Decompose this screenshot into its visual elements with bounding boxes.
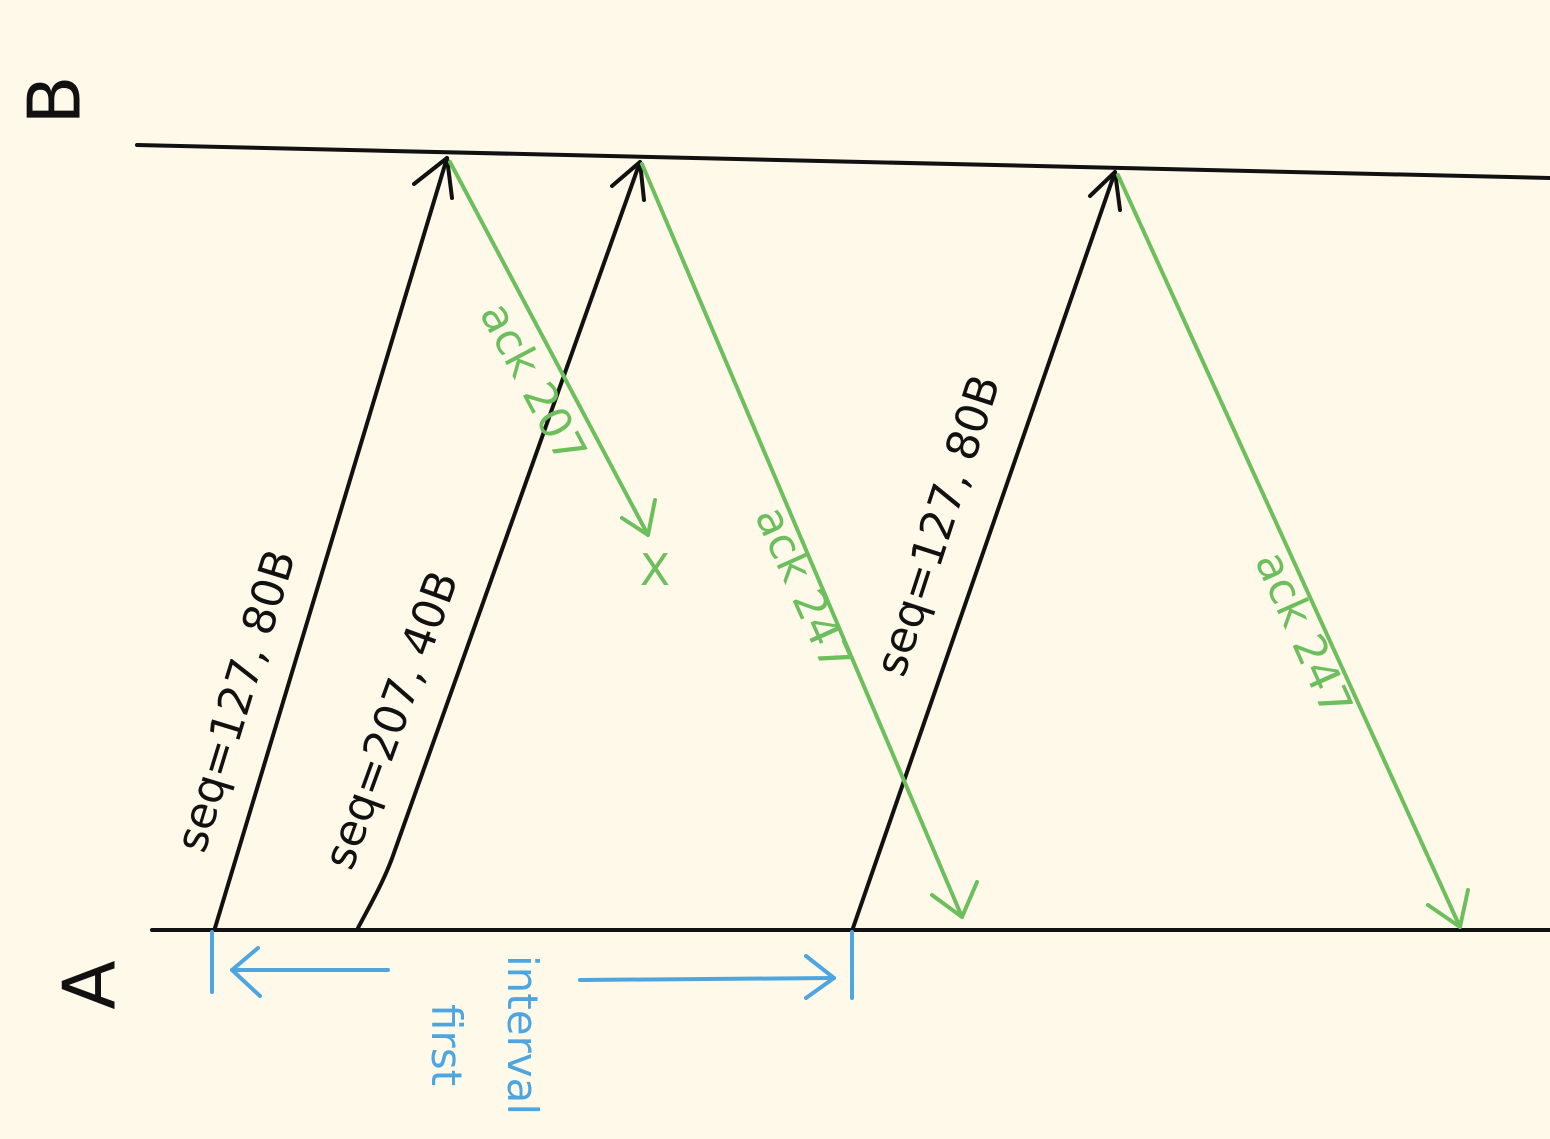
lost-marker: X <box>640 545 670 596</box>
interval-label-line2: interval <box>498 955 547 1115</box>
timeline-b <box>135 143 1550 180</box>
interval-label-line1: first <box>422 1004 471 1086</box>
ack-arrow-2 <box>640 162 979 919</box>
interval-bracket <box>210 930 854 1000</box>
segment-arrow-3 <box>851 170 1122 930</box>
ack-label-3: ack 247 <box>1244 544 1362 724</box>
ack-label-2: ack 247 <box>744 499 862 679</box>
segment-label-2: seq=207, 40B <box>314 564 469 875</box>
segment-arrow-1 <box>213 156 454 930</box>
host-b-label: B <box>13 75 97 124</box>
segment-label-3: seq=127, 80B <box>866 369 1011 682</box>
ack-arrow-3 <box>1116 173 1470 929</box>
segment-arrow-2 <box>356 160 646 930</box>
host-a-label: A <box>48 960 132 1009</box>
ack-arrow-1 <box>448 160 657 537</box>
